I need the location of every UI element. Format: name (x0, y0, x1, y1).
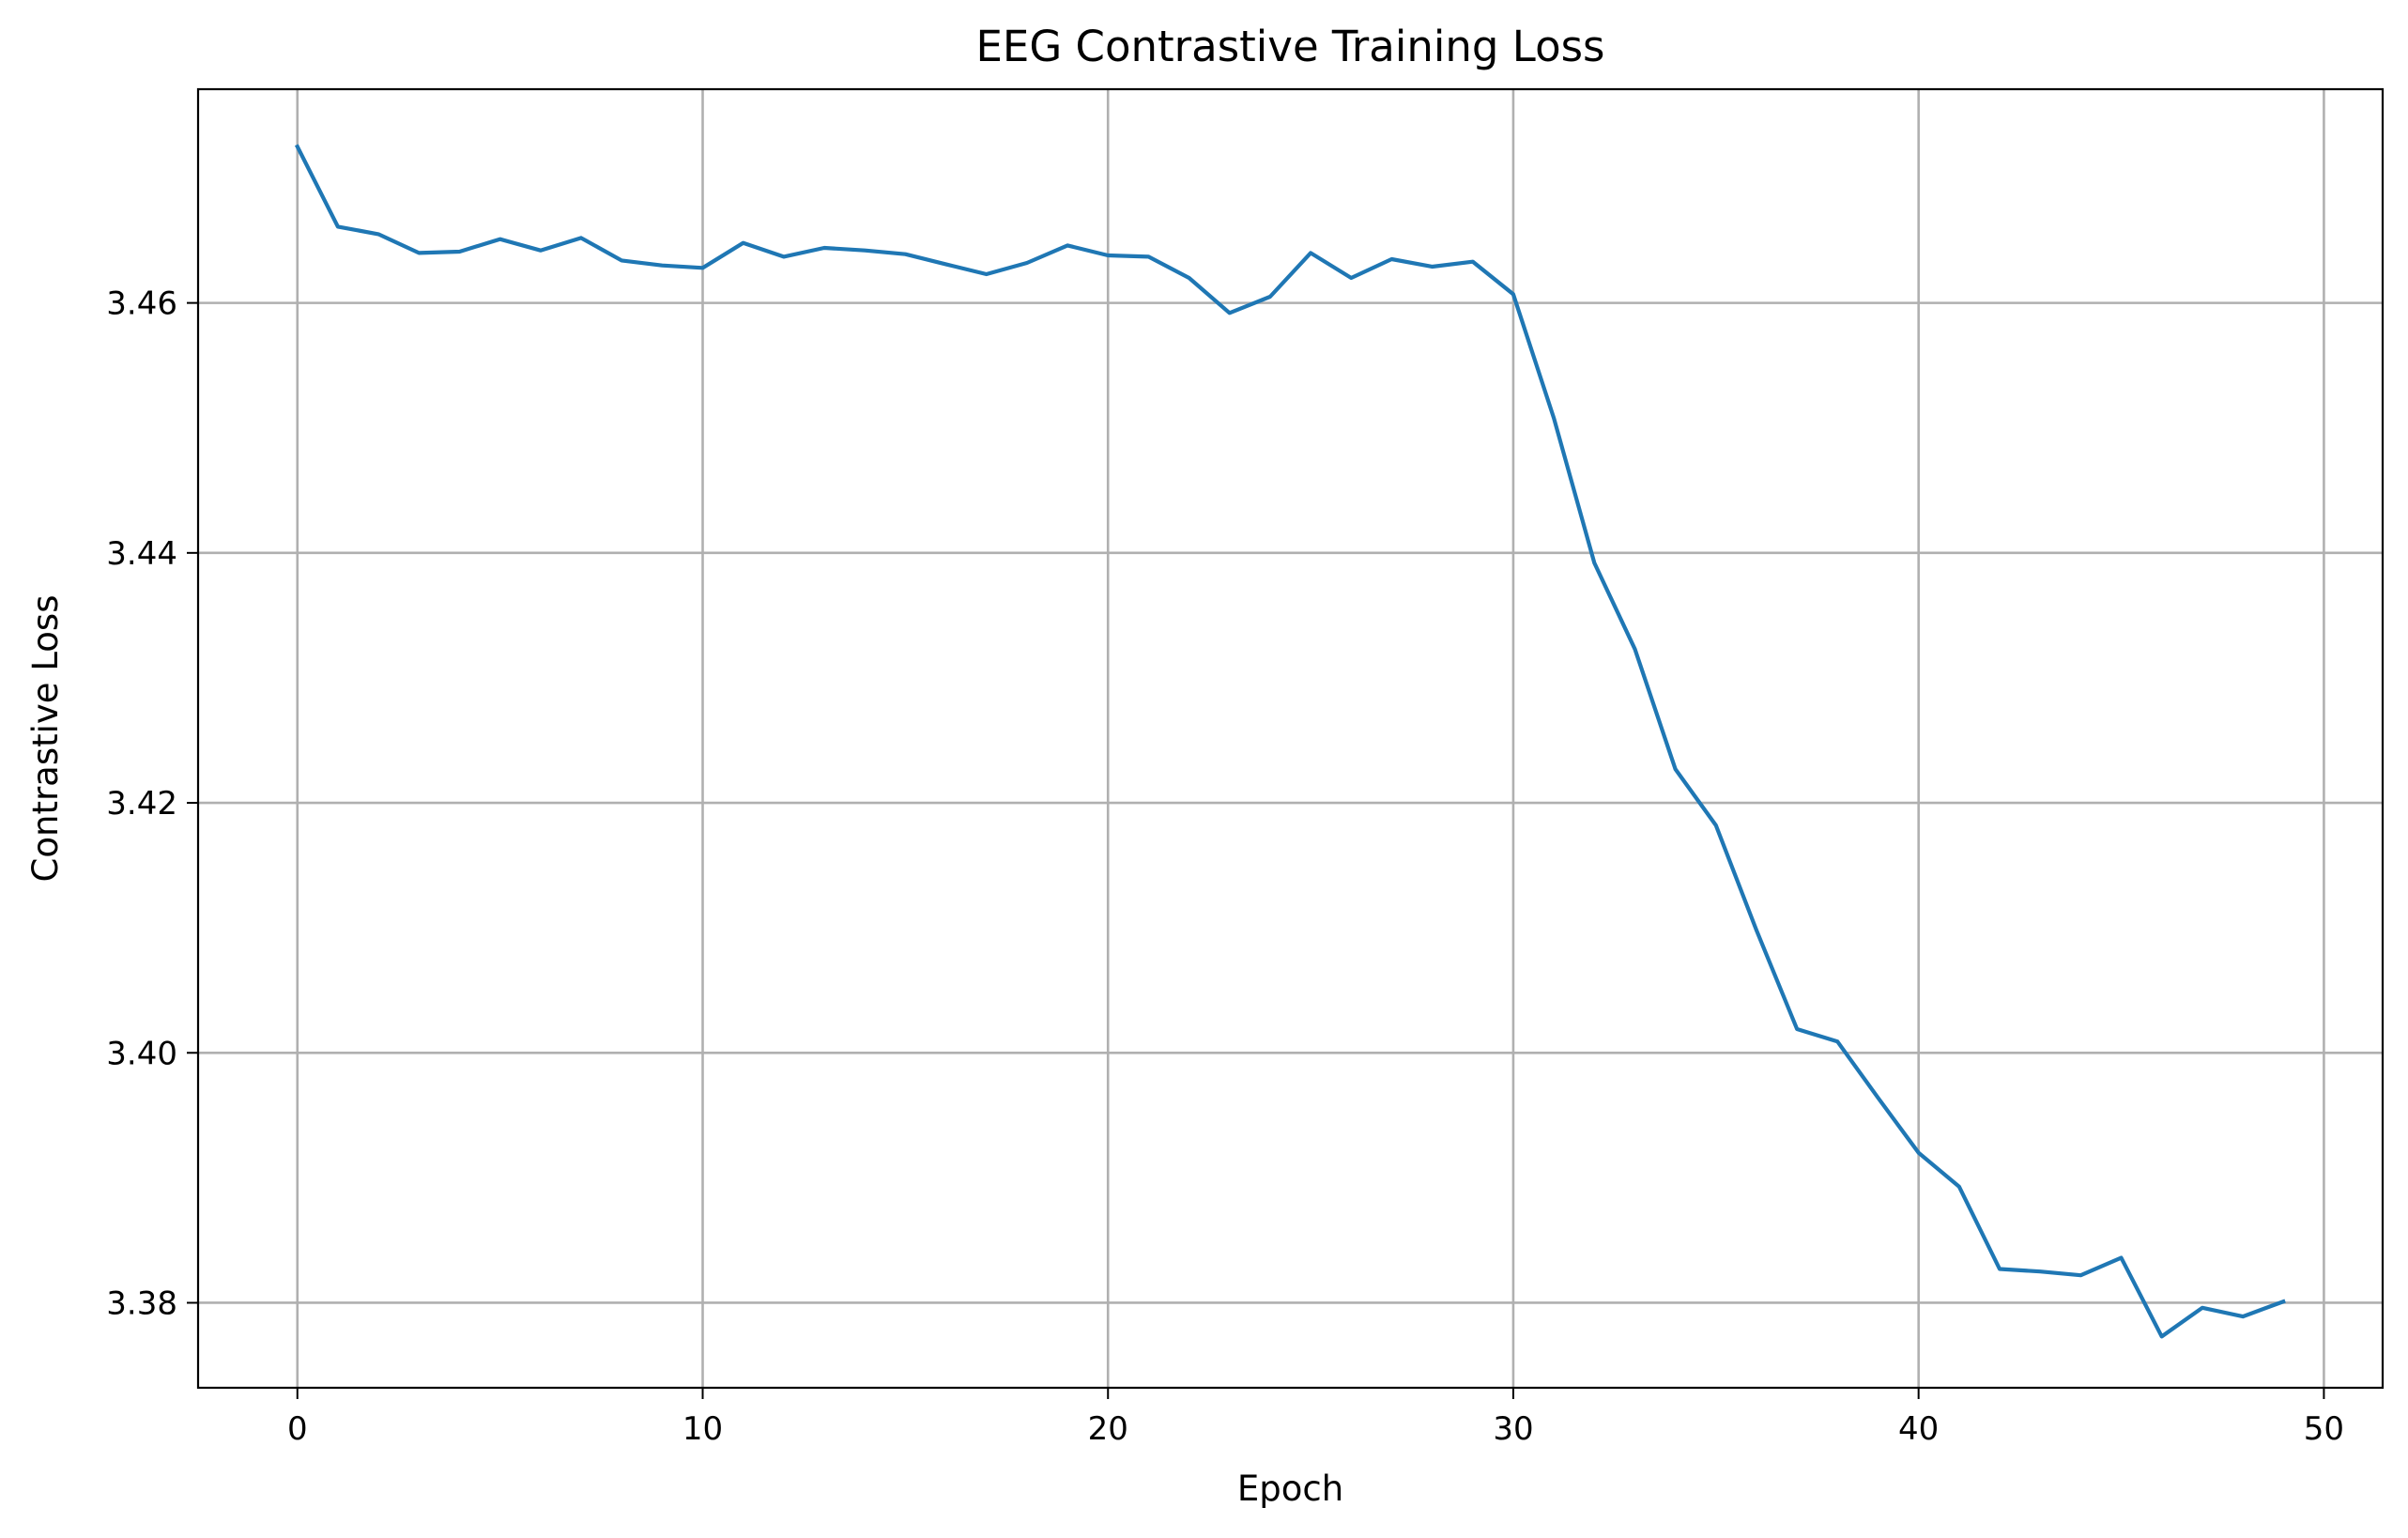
y-tick-label: 3.42 (106, 785, 177, 823)
x-axis-label: Epoch (1237, 1469, 1343, 1509)
x-tick-label: 50 (2304, 1410, 2344, 1448)
chart-title: EEG Contrastive Training Loss (975, 22, 1604, 71)
y-axis-ticks: 3.38 3.40 3.42 3.44 3.46 (106, 285, 198, 1322)
y-tick-label: 3.38 (106, 1284, 177, 1322)
x-tick-label: 40 (1898, 1410, 1939, 1448)
x-gridlines (296, 89, 2325, 1388)
x-tick-label: 20 (1088, 1410, 1128, 1448)
x-tick-label: 10 (683, 1410, 723, 1448)
series-line (294, 144, 2286, 1339)
y-tick-label: 3.46 (106, 285, 177, 323)
plot-frame (196, 87, 2385, 1390)
series-layer (294, 144, 2286, 1339)
x-tick-label: 30 (1493, 1410, 1533, 1448)
x-tick-label: 0 (287, 1410, 308, 1448)
y-tick-label: 3.40 (106, 1035, 177, 1072)
x-axis-ticks: 0 10 20 30 40 50 (287, 1388, 2344, 1448)
y-axis-label: Contrastive Loss (25, 595, 66, 883)
y-tick-label: 3.44 (106, 535, 177, 573)
y-gridlines (198, 301, 2383, 1304)
